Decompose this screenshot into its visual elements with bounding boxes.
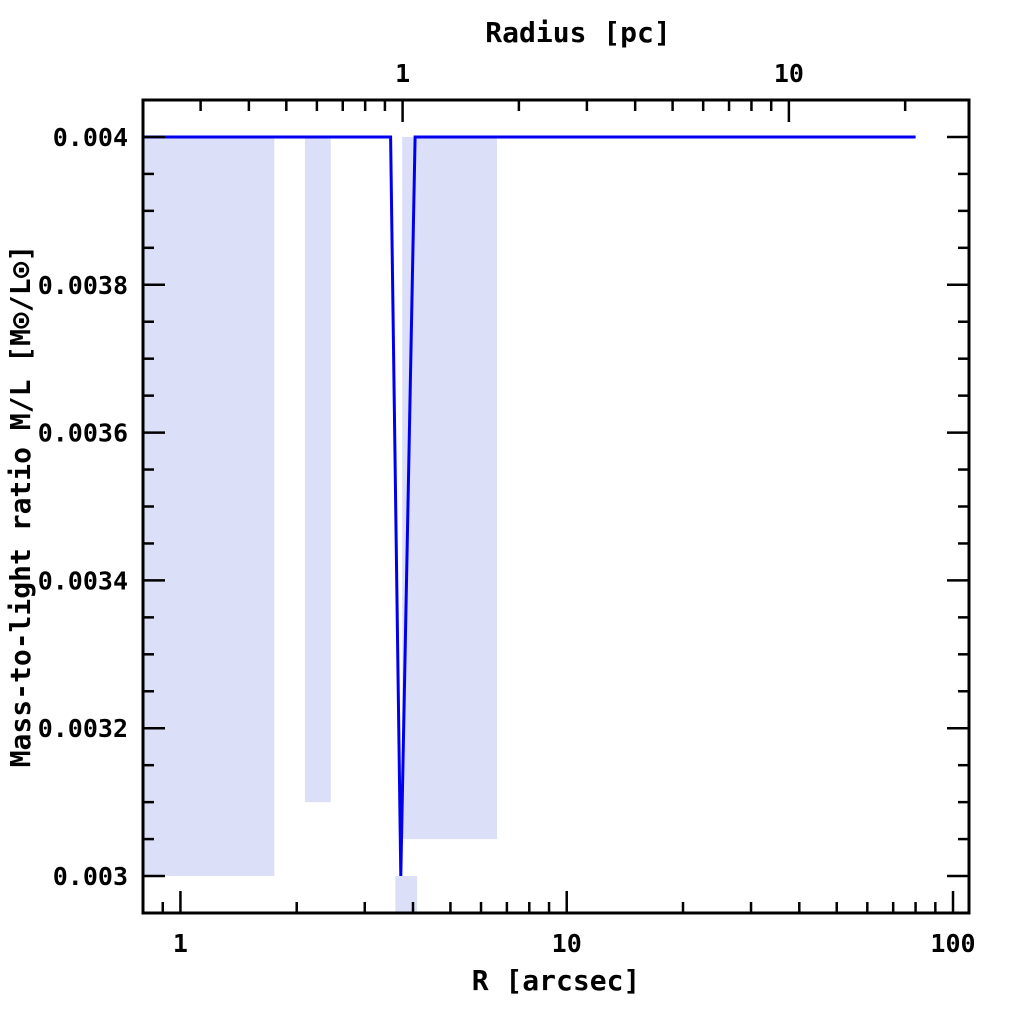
uncertainty-band-4 <box>395 876 418 913</box>
uncertainty-bands <box>143 136 498 913</box>
x-tick-label: 10 <box>552 929 582 958</box>
axis-ticks <box>141 98 969 915</box>
axis-tick-labels: 1 10 100 1 10 0.003 0.0032 0.0034 0.0036 0.0038 0.… <box>38 59 976 958</box>
x-tick-label: 1 <box>173 929 188 958</box>
data-series <box>143 135 916 877</box>
x-axis-title: R [arcsec] <box>472 964 641 997</box>
y-tick-label: 0.0034 <box>38 566 128 595</box>
series-line-1 <box>143 135 916 877</box>
y-tick-label: 0.0038 <box>38 271 128 300</box>
uncertainty-band-3 <box>402 136 498 840</box>
top-tick-label: 10 <box>774 59 804 88</box>
y-tick-label: 0.0032 <box>38 714 128 743</box>
uncertainty-band-1 <box>143 136 275 877</box>
y-tick-label: 0.004 <box>53 123 128 152</box>
y-tick-label: 0.003 <box>53 862 128 891</box>
x-tick-label: 100 <box>930 929 975 958</box>
top-axis-title: Radius [pc] <box>485 16 670 49</box>
uncertainty-band-2 <box>304 136 331 803</box>
y-axis-title: Mass-to-light ratio M/L [M⊙/L⊙] <box>4 245 37 768</box>
top-tick-label: 1 <box>395 59 410 88</box>
y-tick-label: 0.0036 <box>38 419 128 448</box>
